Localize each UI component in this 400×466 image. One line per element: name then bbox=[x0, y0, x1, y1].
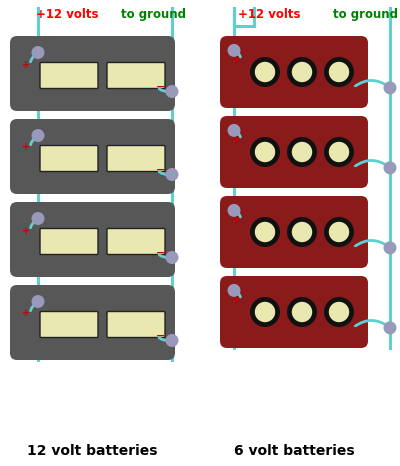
Circle shape bbox=[329, 302, 349, 322]
Circle shape bbox=[32, 212, 44, 225]
Circle shape bbox=[287, 137, 317, 167]
FancyBboxPatch shape bbox=[40, 62, 98, 89]
Text: −: − bbox=[156, 82, 166, 92]
Text: +: + bbox=[233, 55, 241, 65]
Text: −: − bbox=[156, 165, 166, 175]
Circle shape bbox=[292, 62, 312, 82]
Circle shape bbox=[329, 142, 349, 162]
FancyBboxPatch shape bbox=[40, 228, 98, 254]
FancyBboxPatch shape bbox=[40, 145, 98, 171]
Circle shape bbox=[166, 334, 178, 347]
Circle shape bbox=[255, 142, 275, 162]
Text: −: − bbox=[156, 331, 166, 341]
Circle shape bbox=[250, 297, 280, 327]
Circle shape bbox=[250, 57, 280, 87]
FancyBboxPatch shape bbox=[10, 285, 175, 360]
Circle shape bbox=[166, 85, 178, 98]
Text: +: + bbox=[22, 226, 30, 235]
Text: +: + bbox=[22, 143, 30, 152]
FancyBboxPatch shape bbox=[107, 311, 165, 337]
Text: +12 volts: +12 volts bbox=[238, 8, 300, 21]
Text: −: − bbox=[351, 83, 361, 93]
Circle shape bbox=[228, 124, 240, 137]
Circle shape bbox=[228, 44, 240, 57]
Circle shape bbox=[255, 62, 275, 82]
Circle shape bbox=[324, 297, 354, 327]
Circle shape bbox=[384, 322, 396, 334]
Circle shape bbox=[384, 161, 396, 174]
Circle shape bbox=[384, 82, 396, 94]
Text: −: − bbox=[351, 323, 361, 333]
Circle shape bbox=[32, 129, 44, 142]
FancyBboxPatch shape bbox=[40, 311, 98, 337]
FancyBboxPatch shape bbox=[220, 36, 368, 108]
FancyBboxPatch shape bbox=[220, 196, 368, 268]
Circle shape bbox=[324, 57, 354, 87]
FancyBboxPatch shape bbox=[10, 119, 175, 194]
Circle shape bbox=[32, 295, 44, 308]
Circle shape bbox=[329, 222, 349, 242]
FancyBboxPatch shape bbox=[107, 145, 165, 171]
Circle shape bbox=[250, 137, 280, 167]
FancyBboxPatch shape bbox=[107, 228, 165, 254]
Circle shape bbox=[228, 204, 240, 217]
Circle shape bbox=[292, 302, 312, 322]
Text: −: − bbox=[156, 248, 166, 258]
Circle shape bbox=[324, 217, 354, 247]
FancyBboxPatch shape bbox=[10, 202, 175, 277]
Text: to ground: to ground bbox=[121, 8, 186, 21]
Text: 6 volt batteries: 6 volt batteries bbox=[234, 444, 354, 458]
Circle shape bbox=[166, 168, 178, 181]
Text: −: − bbox=[351, 163, 361, 173]
Circle shape bbox=[324, 137, 354, 167]
Circle shape bbox=[228, 284, 240, 297]
Circle shape bbox=[292, 222, 312, 242]
Circle shape bbox=[166, 251, 178, 264]
Circle shape bbox=[250, 217, 280, 247]
Text: +: + bbox=[22, 308, 30, 318]
FancyBboxPatch shape bbox=[10, 36, 175, 111]
Circle shape bbox=[287, 57, 317, 87]
Circle shape bbox=[287, 297, 317, 327]
FancyBboxPatch shape bbox=[107, 62, 165, 89]
Text: 12 volt batteries: 12 volt batteries bbox=[27, 444, 158, 458]
FancyBboxPatch shape bbox=[220, 116, 368, 188]
Circle shape bbox=[255, 302, 275, 322]
Text: +: + bbox=[233, 215, 241, 225]
Circle shape bbox=[292, 142, 312, 162]
Text: +: + bbox=[22, 60, 30, 69]
Text: −: − bbox=[351, 243, 361, 253]
Circle shape bbox=[287, 217, 317, 247]
Circle shape bbox=[32, 46, 44, 59]
FancyBboxPatch shape bbox=[220, 276, 368, 348]
Text: +: + bbox=[233, 295, 241, 305]
Circle shape bbox=[255, 222, 275, 242]
Text: +12 volts: +12 volts bbox=[36, 8, 98, 21]
Text: +: + bbox=[233, 135, 241, 145]
Circle shape bbox=[329, 62, 349, 82]
Text: to ground: to ground bbox=[333, 8, 398, 21]
Circle shape bbox=[384, 241, 396, 254]
